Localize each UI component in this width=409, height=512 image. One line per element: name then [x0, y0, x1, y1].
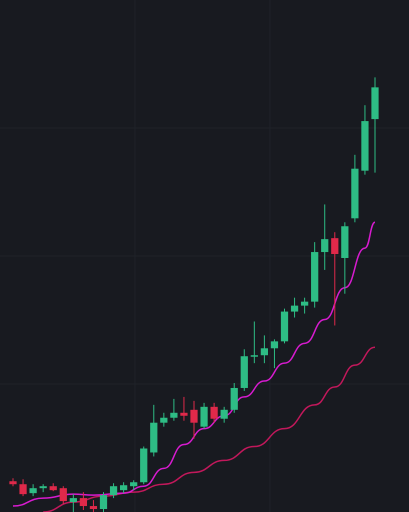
candle-body — [270, 341, 279, 349]
candle-up — [361, 105, 369, 175]
candle-body — [220, 409, 228, 419]
candle-body — [230, 387, 238, 410]
candle-body — [341, 226, 349, 258]
candle-body — [280, 311, 289, 342]
candle-up — [170, 398, 178, 421]
candle-body — [361, 121, 369, 171]
candle-body — [49, 486, 57, 491]
candle-up — [351, 154, 359, 223]
candle-up — [140, 446, 148, 485]
candle-body — [200, 406, 208, 427]
candle-body — [210, 406, 218, 419]
candle-body — [29, 488, 37, 494]
ma-fast-line — [12, 221, 376, 507]
candle-down — [19, 479, 27, 497]
candle-down — [9, 478, 17, 487]
candle-up — [260, 335, 269, 364]
candle-body — [79, 498, 88, 507]
candle-body — [290, 305, 299, 312]
candle-body — [109, 486, 118, 496]
candle-up — [69, 494, 77, 512]
candle-body — [160, 417, 168, 423]
candle-up — [200, 402, 208, 429]
candle-up — [300, 297, 309, 314]
candle-up — [160, 412, 168, 427]
candle-up — [230, 383, 238, 413]
candle-body — [89, 506, 98, 510]
candle-up — [311, 242, 319, 308]
candle-down — [331, 232, 339, 326]
ma-slow-line — [43, 346, 376, 512]
candle-up — [150, 404, 158, 457]
candle-body — [119, 485, 128, 491]
candle-body — [140, 448, 148, 483]
candle-up — [130, 480, 138, 491]
candle-body — [39, 486, 47, 489]
candle-up — [341, 222, 349, 294]
candle-body — [99, 495, 108, 510]
candle-body — [190, 409, 198, 423]
candle-body — [130, 482, 138, 487]
candle-body — [170, 412, 178, 418]
candle-body — [150, 422, 158, 453]
candle-body — [331, 238, 339, 255]
candle-body — [59, 488, 67, 502]
candle-body — [19, 484, 27, 495]
candle-down — [59, 486, 67, 505]
candle-up — [220, 406, 228, 423]
candle-body — [351, 168, 359, 219]
candle-down — [89, 500, 98, 512]
candle-up — [29, 484, 37, 497]
candle-up — [119, 482, 128, 494]
candle-down — [190, 400, 198, 439]
candle-body — [311, 252, 319, 302]
candle-body — [69, 498, 77, 503]
candle-body — [180, 412, 188, 416]
candle-up — [270, 339, 279, 369]
candle-down — [79, 492, 88, 511]
candle-body — [9, 481, 17, 485]
candles-series — [9, 77, 379, 512]
candle-up — [280, 308, 289, 344]
candle-up — [321, 204, 329, 270]
candle-body — [321, 239, 329, 253]
candle-up — [290, 297, 299, 318]
candle-body — [260, 348, 269, 356]
candle-up — [240, 349, 248, 391]
candle-up — [109, 483, 118, 499]
candle-body — [240, 356, 248, 388]
candle-body — [250, 355, 258, 357]
candle-up — [99, 492, 108, 512]
candle-down — [180, 396, 188, 421]
candle-down — [49, 483, 57, 492]
candle-up — [39, 484, 47, 493]
candle-up — [371, 77, 379, 173]
candle-body — [371, 87, 379, 120]
ma-fast-series — [12, 221, 376, 507]
ma-slow-series — [43, 346, 376, 512]
candle-up — [250, 321, 258, 364]
candle-body — [300, 301, 309, 306]
candle-down — [210, 402, 218, 423]
